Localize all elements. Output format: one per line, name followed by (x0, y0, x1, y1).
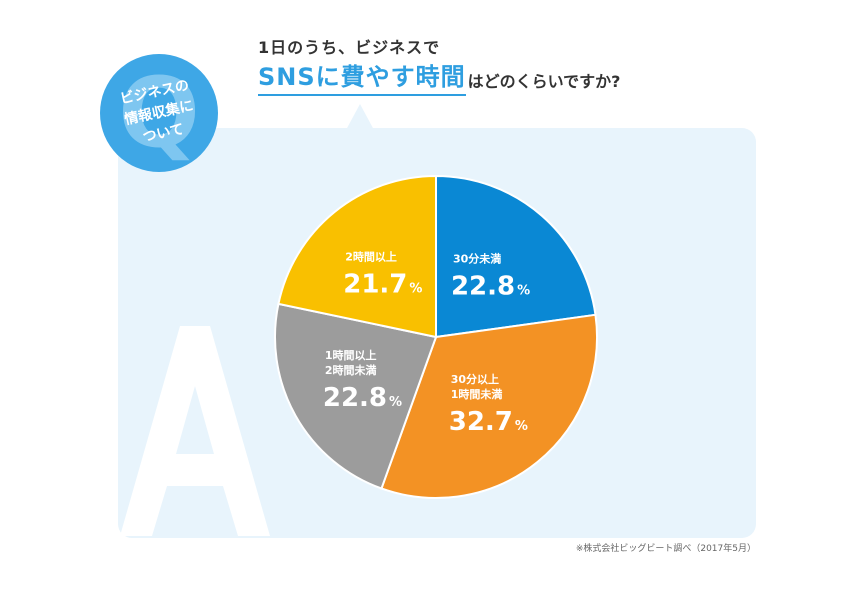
pie-slice-unit-2: % (515, 419, 528, 434)
pie-slice-category-1-line-1: 30分未満 (453, 251, 501, 265)
source-note: ※株式会社ビッグビート調べ（2017年5月） (575, 544, 756, 554)
pie-slice-category-4-line-1: 2時間以上 (345, 249, 397, 263)
question-title-line-2: SNSに費やす時間 はどのくらいですか? (258, 62, 620, 96)
question-badge: Q ビジネスの 情報収集に ついて (100, 54, 218, 172)
question-title-line-1: 1日のうち、ビジネスで (258, 38, 441, 57)
speech-bubble-pointer (346, 104, 374, 130)
pie-slice-1 (435, 174, 597, 339)
pie-slice-category-3-line-1: 1時間以上 (325, 348, 377, 362)
pie-slice-unit-3: % (389, 395, 402, 410)
question-badge-letter: Q (118, 57, 200, 169)
pie-slice-unit-4: % (409, 281, 422, 296)
question-title-rest: はどのくらいですか? (467, 72, 621, 91)
question-title-highlight: SNSに費やす時間 (258, 57, 466, 96)
pie-slice-category-3-line-2: 2時間未満 (325, 363, 377, 377)
pie-slice-category-2-line-2: 1時間未満 (451, 387, 503, 401)
answer-letter-graphic (120, 326, 270, 536)
pie-slice-2 (380, 313, 598, 499)
pie-slice-3 (274, 302, 438, 490)
pie-slice-category-2-line-1: 30分以上 (451, 372, 499, 386)
pie-slice-4 (277, 174, 437, 339)
pie-slice-unit-1: % (517, 283, 530, 298)
